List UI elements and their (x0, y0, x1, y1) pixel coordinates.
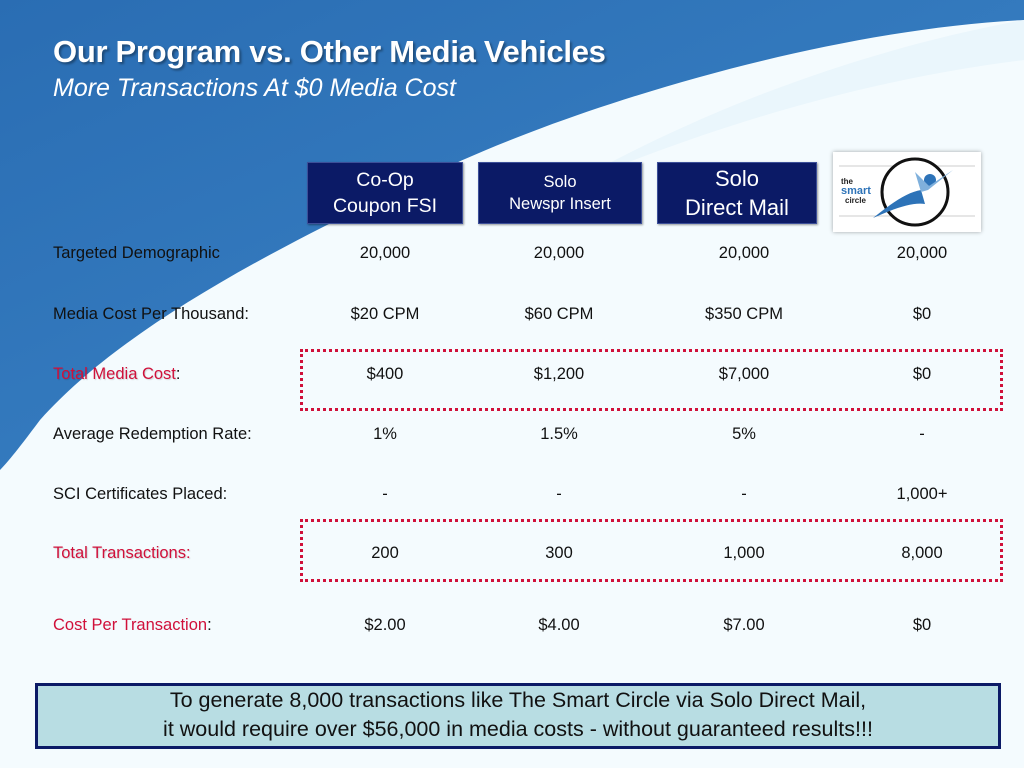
column-header-solo-newspr: Solo Newspr Insert (478, 162, 642, 224)
callout-line: To generate 8,000 transactions like The … (169, 688, 867, 712)
smart-circle-logo-icon: the smart circle (839, 157, 975, 227)
column-header-line: Direct Mail (685, 195, 789, 220)
table-cell: $0 (912, 616, 932, 634)
table-cell: $350 CPM (705, 305, 783, 323)
row-label-text: Average Redemption Rate: (53, 425, 252, 443)
table-cell: - (919, 425, 925, 443)
table-cell: $7.00 (723, 616, 765, 634)
row-label: SCI Certificates Placed: (53, 485, 227, 504)
slide-subtitle: More Transactions At $0 Media Cost (53, 74, 456, 102)
table-cell: $400 (366, 365, 404, 383)
column-header-line: Solo (714, 166, 760, 191)
row-label-text: SCI Certificates Placed: (53, 485, 228, 503)
table-cell: 20,000 (533, 244, 585, 262)
column-header-line: Coupon FSI (332, 195, 438, 217)
table-cell: 1,000 (723, 544, 765, 562)
table-cell: 20,000 (896, 244, 948, 262)
row-label-text: Targeted Demographic (53, 244, 220, 262)
highlight-box-total-media-cost (300, 349, 1003, 411)
row-label: Total Transactions: (53, 544, 191, 563)
table-cell: $1,200 (533, 365, 585, 383)
table-cell: 200 (371, 544, 399, 562)
table-cell: $2.00 (364, 616, 406, 634)
smart-circle-logo: the smart circle (833, 152, 981, 232)
table-cell: $4.00 (538, 616, 580, 634)
table-cell: 1% (373, 425, 397, 443)
row-label-text: Total Transactions: (53, 544, 191, 562)
slide-title: Our Program vs. Other Media Vehicles (53, 34, 606, 69)
table-cell: 5% (732, 425, 756, 443)
table-cell: $0 (912, 365, 932, 383)
logo-text: smart (841, 185, 871, 197)
row-label: Total Media Cost: (53, 365, 180, 384)
row-label: Average Redemption Rate: (53, 425, 252, 444)
table-cell: 300 (545, 544, 573, 562)
table-cell: $7,000 (718, 365, 770, 383)
table-cell: 8,000 (901, 544, 943, 562)
table-cell: 1,000+ (896, 485, 948, 503)
row-label: Targeted Demographic (53, 244, 220, 263)
table-cell: 20,000 (718, 244, 770, 262)
row-label: Cost Per Transaction: (53, 616, 212, 635)
logo-text: the (841, 177, 854, 186)
row-label-text: Total Media Cost (53, 365, 176, 383)
row-label-text: Media Cost Per Thousand: (53, 305, 249, 323)
row-label-suffix: : (175, 365, 181, 383)
column-header-solo-direct-mail: Solo Direct Mail (657, 162, 817, 224)
column-header-line: Newspr Insert (509, 195, 611, 213)
row-label-suffix: : (207, 616, 212, 634)
callout-line: it would require over $56,000 in media c… (163, 717, 873, 741)
table-cell: 1.5% (540, 425, 578, 443)
column-header-coop-fsi: Co-Op Coupon FSI (307, 162, 463, 224)
table-cell: $20 CPM (350, 305, 420, 323)
row-label: Media Cost Per Thousand: (53, 305, 249, 324)
highlight-box-total-transactions (300, 519, 1003, 582)
callout-box: To generate 8,000 transactions like The … (35, 683, 1001, 749)
column-header-line: Solo (543, 173, 577, 191)
logo-text: circle (845, 196, 866, 205)
row-label-text: Cost Per Transaction (53, 616, 208, 634)
table-cell: 20,000 (359, 244, 411, 262)
table-cell: $60 CPM (524, 305, 594, 323)
table-cell: $0 (912, 305, 932, 323)
table-cell: - (556, 485, 562, 503)
column-header-line: Co-Op (356, 169, 414, 191)
table-cell: - (741, 485, 747, 503)
table-cell: - (382, 485, 388, 503)
